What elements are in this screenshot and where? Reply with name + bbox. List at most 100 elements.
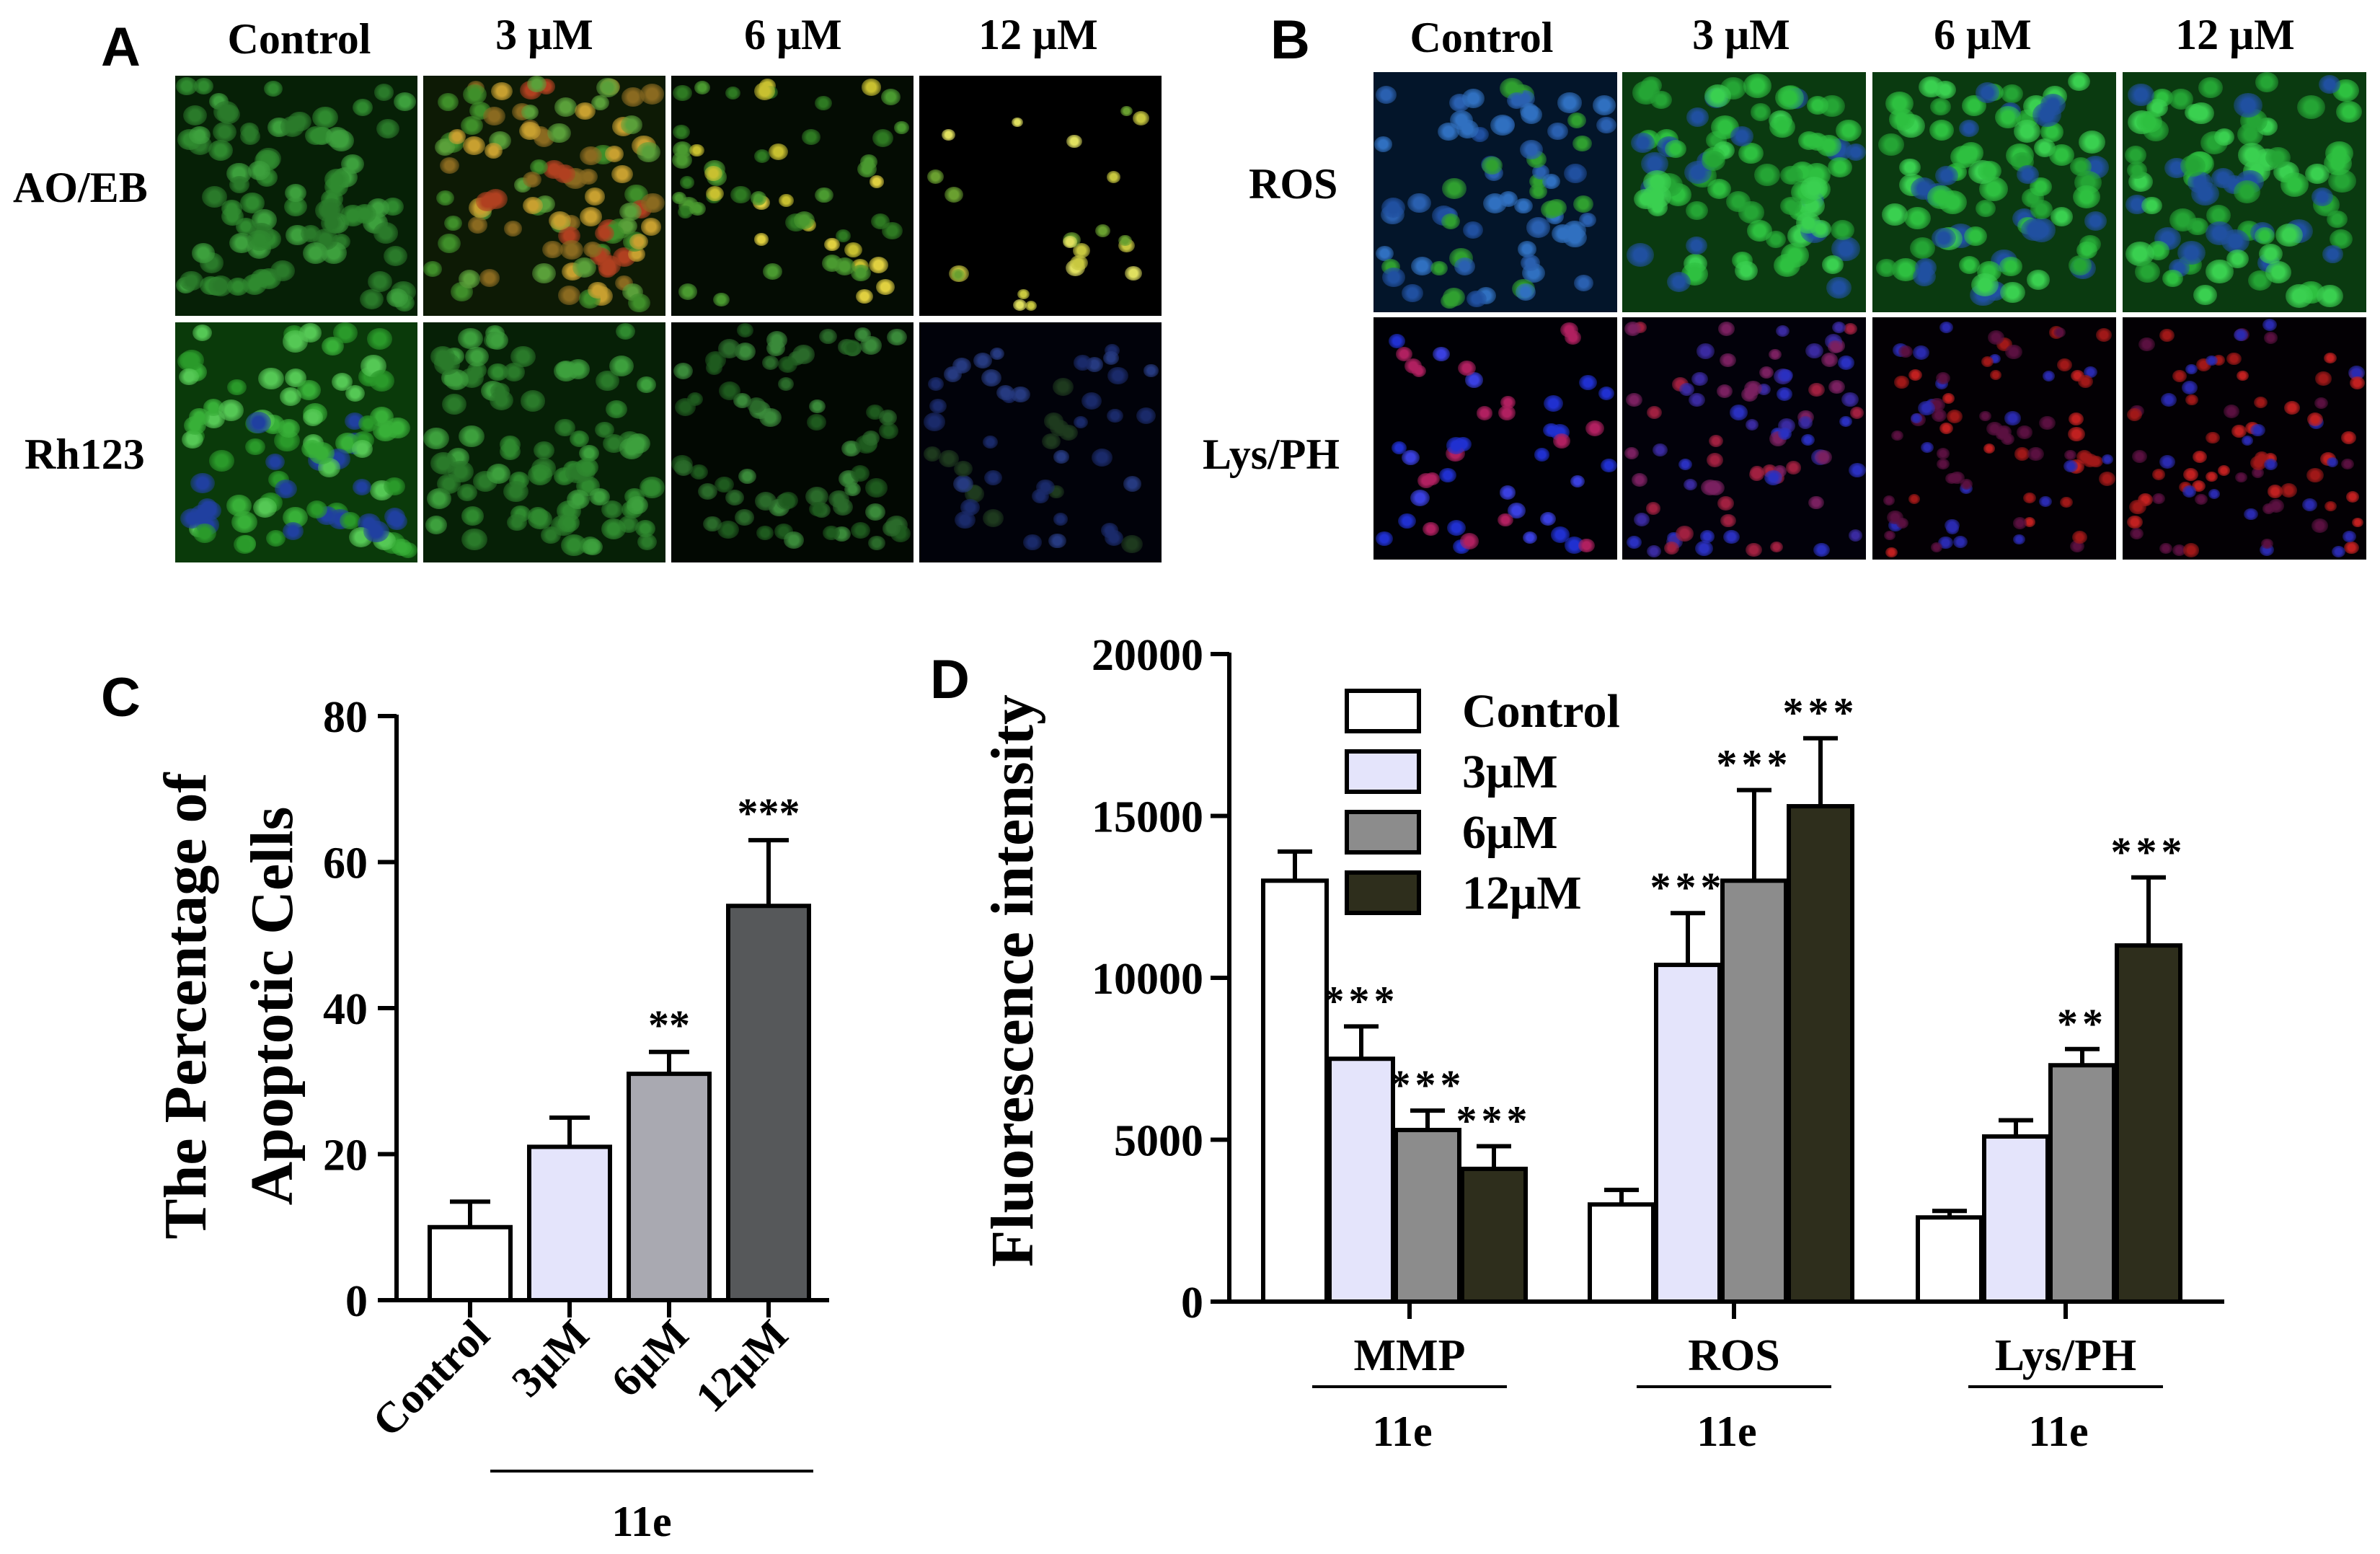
group-sublabel: 11e [1372,1408,1432,1455]
y-tick-label: 5000 [1114,1117,1203,1166]
cell-blob [736,323,753,338]
cell-blob [2255,72,2279,92]
cell-blob [1402,283,1423,302]
cell-blob [527,464,553,485]
micro-a-aoeb-3um [423,76,665,316]
cell-blob [448,460,474,482]
bar [1394,1128,1461,1304]
cell-blob [1376,531,1393,546]
cell-blob [2223,404,2240,418]
cell-blob [1632,473,1647,487]
cell-blob [1959,119,1980,137]
cell-blob [2181,380,2198,394]
cell-blob [437,233,461,253]
cell-blob [2021,218,2048,242]
cell-blob [1647,544,1662,557]
cell-blob [1821,353,1839,368]
cell-blob [2315,371,2332,386]
cell-blob [865,503,886,521]
cell-blob [869,175,885,188]
significance-marker: ** [2057,1000,2107,1047]
cell-blob [855,288,874,304]
cell-blob [1720,513,1736,528]
significance-marker: ** [648,1002,690,1048]
cell-blob [944,366,963,382]
cell-blob [1073,355,1092,371]
cell-blob [521,105,539,120]
significance-marker: *** [1650,864,1726,911]
cell-blob [1540,200,1562,219]
cell-blob [2301,498,2317,511]
y-tick-label: 80 [323,693,368,742]
cell-blob [1717,321,1735,336]
cell-blob [2244,508,2258,521]
cell-blob [1633,513,1650,526]
cell-blob [1781,243,1810,268]
cell-blob [690,464,709,480]
cell-blob [548,211,572,231]
cell-blob [806,413,826,431]
cell-blob [367,270,393,293]
cell-blob [1806,96,1828,115]
cell-blob [1878,133,1905,156]
cell-blob [640,84,665,105]
cell-blob [479,269,500,287]
cell-blob [960,498,980,516]
cell-blob [1640,76,1663,95]
cell-blob [1514,198,1533,214]
cell-blob [2067,426,2085,441]
micro-b-ros-control [1373,72,1617,312]
cell-blob [1382,268,1405,288]
cell-blob [1624,447,1639,460]
cell-blob [1828,156,1852,178]
cell-blob [2349,376,2365,390]
cell-blob [434,353,460,375]
cell-blob [583,241,603,258]
cell-blob [569,430,590,447]
cell-blob [306,500,328,518]
cell-blob [1526,217,1551,238]
significance-marker: *** [1390,1061,1466,1108]
cell-blob [218,399,244,421]
cell-blob [678,283,697,300]
cell-blob [2213,128,2235,146]
cell-blob [894,121,909,134]
cell-blob [678,206,694,218]
cell-blob [704,166,722,181]
y-tick-label: 20 [323,1131,368,1180]
cell-blob [2268,499,2285,513]
cell-blob [2206,355,2218,366]
cell-blob [192,324,212,341]
cell-blob [1042,433,1061,450]
cell-blob [2071,531,2087,544]
group-sublabel: 11e [1696,1408,1756,1455]
cell-blob [1746,543,1762,557]
cell-blob [2241,436,2254,446]
cell-blob [706,186,725,202]
cell-blob [369,370,395,392]
cell-blob [2042,370,2056,381]
cell-blob [926,169,945,184]
cell-blob [2280,172,2309,197]
cell-blob [596,77,620,98]
cell-blob [2005,345,2022,360]
cell-blob [298,322,322,343]
cell-blob [2275,224,2303,247]
cell-blob [719,381,741,400]
cell-blob [928,376,945,391]
cell-blob [1143,364,1159,377]
cell-blob [245,438,265,456]
cell-blob [1986,421,2004,436]
cell-blob [1750,466,1764,478]
cell-blob [358,415,378,432]
cell-blob [1970,273,1999,297]
cell-blob [871,213,890,230]
cell-blob [385,417,410,438]
cell-blob [1841,392,1859,407]
cell-blob [2068,72,2091,92]
cell-blob [637,534,657,551]
cell-blob [282,522,304,540]
cell-blob [2192,451,2207,463]
cell-blob [1717,496,1735,511]
cell-blob [461,528,487,551]
